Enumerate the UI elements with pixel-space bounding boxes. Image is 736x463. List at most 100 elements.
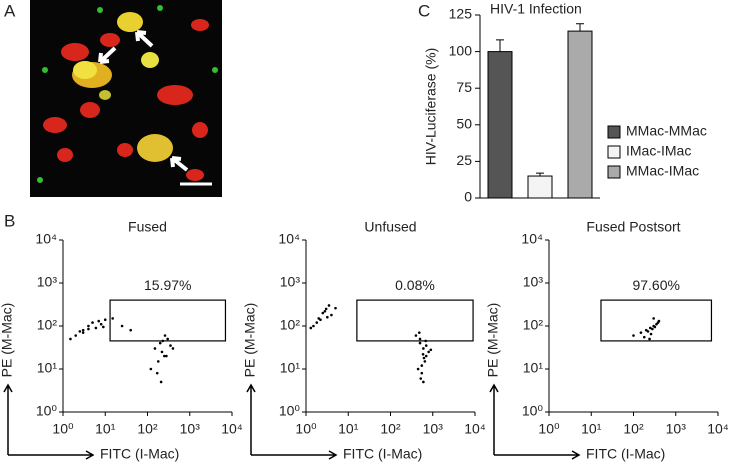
x-tick-label: 10² — [623, 421, 644, 437]
error-bar — [496, 39, 504, 52]
y-tick-label: 10⁴ — [521, 231, 543, 247]
point — [99, 322, 103, 326]
point — [102, 325, 105, 329]
x-tick-label: 10⁰ — [52, 421, 74, 437]
y-tick-label: 10⁴ — [35, 231, 57, 247]
point — [171, 347, 175, 350]
y-tick-label: 10² — [523, 317, 544, 333]
point — [330, 313, 333, 317]
y-tick-label: 10² — [280, 317, 301, 333]
point — [656, 321, 660, 324]
point — [334, 306, 337, 310]
panel-label: A — [4, 1, 16, 20]
point — [632, 334, 635, 337]
x-tick-label: 10⁴ — [221, 421, 243, 437]
point — [642, 335, 646, 339]
point — [417, 331, 421, 334]
legend-swatch — [607, 165, 621, 179]
point — [78, 330, 82, 333]
point — [420, 371, 424, 375]
point — [416, 367, 420, 371]
y-tick-label: 10⁴ — [278, 231, 300, 247]
point — [422, 380, 425, 384]
y-tick-label: 75 — [456, 79, 472, 95]
legend-label: MMac-MMac — [626, 123, 707, 139]
y-tick-label: 10¹ — [280, 360, 301, 376]
point — [327, 304, 331, 307]
point — [155, 371, 159, 375]
y-tick-label: 125 — [449, 6, 473, 22]
x-axis-label: FITC (I-Mac) — [343, 446, 422, 462]
axis-arrow — [489, 383, 581, 460]
y-tick-label: 25 — [456, 152, 472, 168]
y-axis-label: PE (M-Mac) — [485, 303, 501, 378]
point — [103, 318, 107, 322]
y-tick-label: 10³ — [280, 274, 301, 290]
x-tick-label: 10¹ — [95, 421, 116, 437]
x-tick-label: 10⁰ — [295, 421, 317, 437]
chart-title: Fused Postsort — [586, 219, 680, 235]
gate-label: 15.97% — [144, 277, 191, 293]
y-tick-label: 100 — [449, 42, 473, 58]
panel-label: B — [4, 211, 15, 230]
point — [649, 326, 652, 330]
point — [91, 321, 94, 324]
point — [321, 311, 325, 315]
legend-label: IMac-IMac — [626, 143, 691, 159]
point — [418, 337, 422, 341]
point — [319, 318, 322, 322]
x-tick-label: 10⁰ — [538, 421, 560, 437]
point — [94, 326, 98, 330]
y-tick-label: 10² — [37, 317, 58, 333]
error-bar — [536, 172, 544, 177]
point — [74, 334, 78, 337]
point — [87, 324, 90, 328]
point — [326, 315, 329, 319]
x-tick-label: 10¹ — [581, 421, 602, 437]
point — [423, 360, 427, 363]
point — [87, 327, 90, 331]
gate-label: 0.08% — [395, 277, 435, 293]
point — [420, 364, 424, 367]
y-tick-label: 10¹ — [523, 360, 544, 376]
legend-swatch — [607, 125, 621, 139]
y-tick-label: 50 — [456, 116, 472, 132]
point — [166, 337, 169, 341]
point — [424, 344, 428, 347]
x-axis-label: FITC (I-Mac) — [586, 446, 665, 462]
bar — [567, 30, 593, 199]
gate — [356, 299, 474, 342]
point — [653, 325, 657, 329]
axis-arrow — [3, 383, 95, 460]
point — [129, 328, 132, 332]
x-axis-label: FITC (I-Mac) — [100, 446, 179, 462]
y-tick-label: 10³ — [37, 274, 58, 290]
point — [427, 350, 430, 354]
y-tick-label: 10¹ — [37, 360, 58, 376]
point — [81, 331, 85, 334]
x-tick-label: 10³ — [666, 421, 687, 437]
point — [120, 324, 124, 328]
gate — [600, 299, 713, 342]
point — [160, 350, 164, 354]
micrograph — [30, 0, 222, 197]
chart-title: HIV-1 Infection — [490, 1, 582, 17]
x-tick-label: 10³ — [180, 421, 201, 437]
legend-swatch — [607, 145, 621, 159]
point — [648, 337, 651, 341]
point — [315, 321, 319, 324]
point — [163, 354, 166, 358]
y-tick-label: 10³ — [523, 274, 544, 290]
point — [419, 377, 423, 380]
point — [156, 360, 160, 363]
panel-label: C — [418, 1, 430, 20]
x-tick-label: 10⁴ — [464, 421, 486, 437]
x-tick-label: 10³ — [423, 421, 444, 437]
point — [424, 354, 428, 358]
y-axis-label: HIV-Luciferase (%) — [423, 48, 439, 165]
point — [312, 324, 315, 328]
point — [111, 317, 114, 320]
point — [169, 344, 172, 347]
point — [422, 347, 425, 350]
